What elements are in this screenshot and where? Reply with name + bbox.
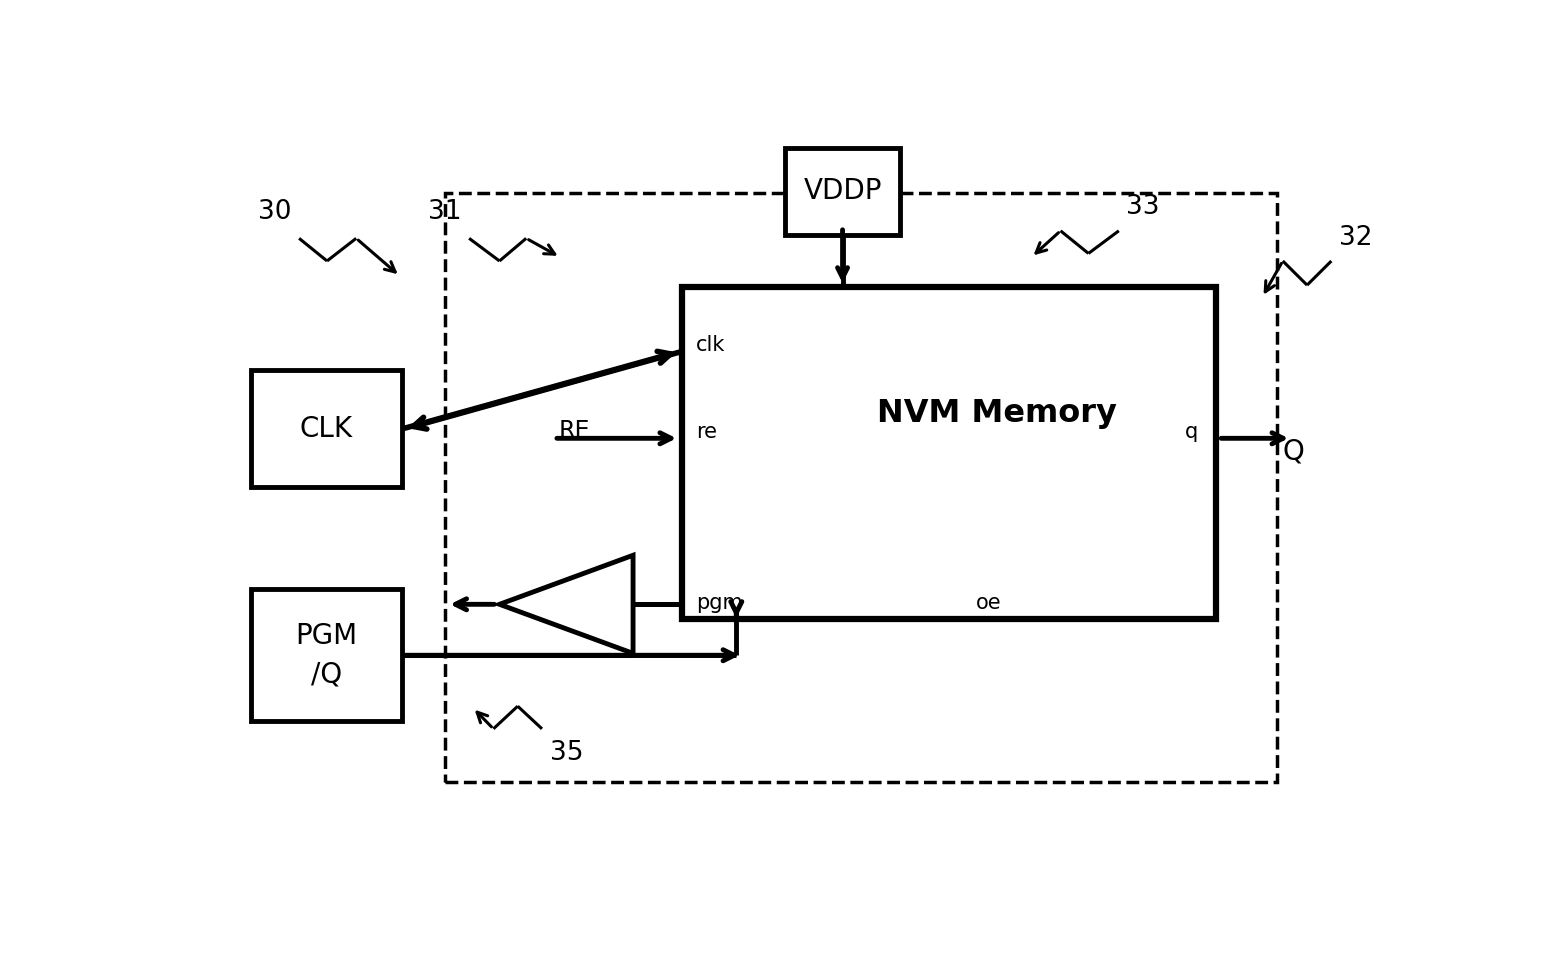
Text: RE: RE [559, 418, 591, 443]
Text: /Q: /Q [310, 661, 342, 688]
Text: Q: Q [1283, 438, 1305, 466]
Text: VDDP: VDDP [804, 177, 882, 205]
Text: q: q [1185, 422, 1197, 442]
Text: 32: 32 [1338, 225, 1373, 251]
Text: PGM: PGM [295, 622, 357, 651]
Bar [785, 148, 899, 234]
Text: NVM Memory: NVM Memory [878, 398, 1117, 429]
Bar [682, 287, 1216, 619]
Text: oe: oe [976, 593, 1001, 612]
Text: 30: 30 [259, 199, 291, 225]
Text: 31: 31 [428, 199, 462, 225]
Text: 33: 33 [1127, 194, 1160, 220]
Text: re: re [696, 422, 718, 442]
Bar [251, 370, 403, 487]
Text: CLK: CLK [299, 415, 353, 443]
Text: 35: 35 [550, 740, 583, 766]
Bar [251, 589, 403, 721]
Bar [445, 193, 1277, 782]
Text: clk: clk [696, 335, 726, 356]
Text: pgm: pgm [696, 593, 743, 612]
